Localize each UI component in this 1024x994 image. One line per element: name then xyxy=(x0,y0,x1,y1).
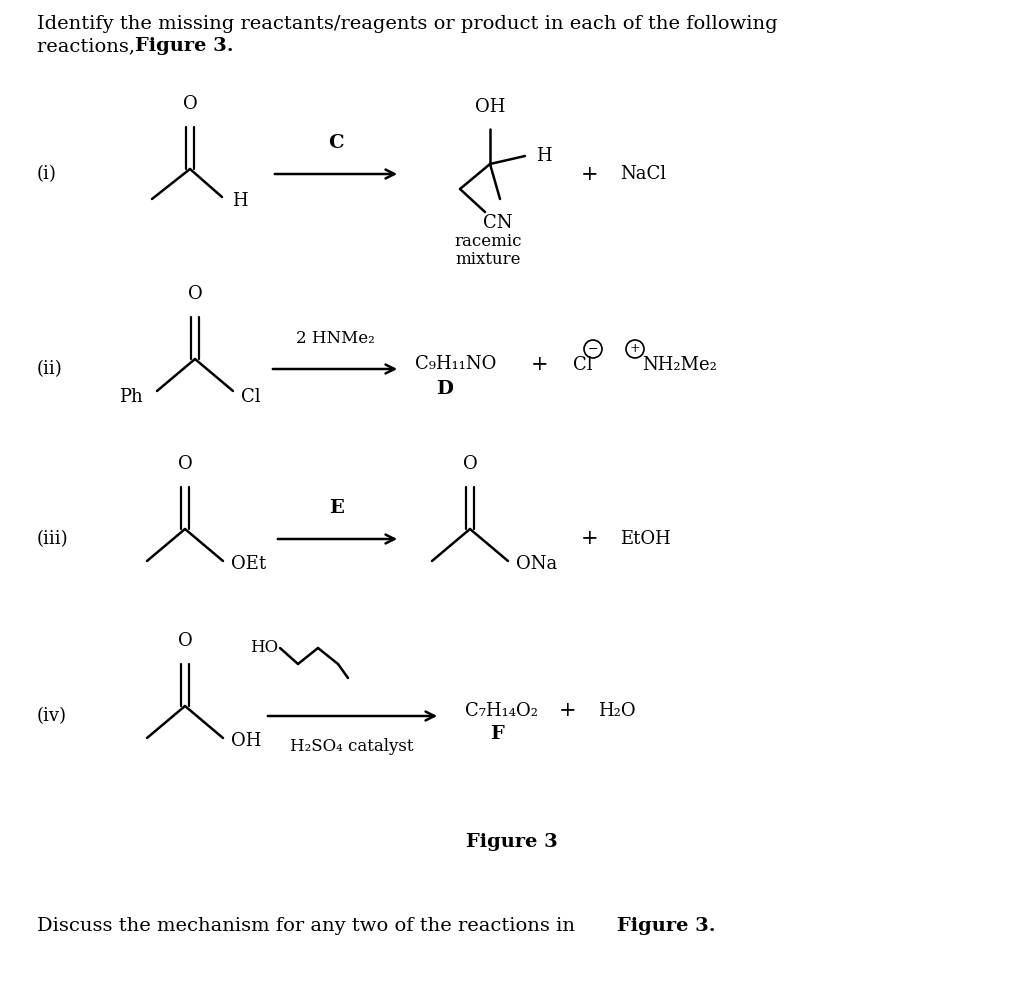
Text: C₇H₁₄O₂: C₇H₁₄O₂ xyxy=(465,702,538,720)
Text: EtOH: EtOH xyxy=(620,530,671,548)
Text: Discuss the mechanism for any two of the reactions in: Discuss the mechanism for any two of the… xyxy=(37,917,582,935)
Text: (iv): (iv) xyxy=(37,707,67,725)
Text: OH: OH xyxy=(475,98,505,116)
Text: O: O xyxy=(177,455,193,473)
Text: O: O xyxy=(187,285,203,303)
Text: O: O xyxy=(177,632,193,650)
Text: HO: HO xyxy=(250,639,278,656)
Text: Cl: Cl xyxy=(241,388,261,406)
Text: CN: CN xyxy=(483,214,513,232)
Text: C₉H₁₁NO: C₉H₁₁NO xyxy=(415,355,497,373)
Text: 2 HNMe₂: 2 HNMe₂ xyxy=(296,330,375,347)
Text: C: C xyxy=(328,134,344,152)
Text: (i): (i) xyxy=(37,165,57,183)
Text: +: + xyxy=(630,343,640,356)
Text: (ii): (ii) xyxy=(37,360,62,378)
Text: mixture: mixture xyxy=(456,251,521,268)
Text: Identify the missing reactants/reagents or product in each of the following: Identify the missing reactants/reagents … xyxy=(37,15,777,33)
Text: Figure 3.: Figure 3. xyxy=(135,37,233,55)
Text: racemic: racemic xyxy=(455,234,522,250)
Text: +: + xyxy=(531,355,549,374)
Text: NH₂Me₂: NH₂Me₂ xyxy=(642,356,717,374)
Text: F: F xyxy=(490,725,504,743)
Text: OH: OH xyxy=(231,732,261,750)
Text: (iii): (iii) xyxy=(37,530,69,548)
Text: NaCl: NaCl xyxy=(620,165,667,183)
Text: Figure 3.: Figure 3. xyxy=(617,917,716,935)
Text: Cl: Cl xyxy=(573,356,593,374)
Text: O: O xyxy=(182,95,198,113)
Text: OEt: OEt xyxy=(231,555,266,573)
Text: ONa: ONa xyxy=(516,555,557,573)
Text: Figure 3: Figure 3 xyxy=(466,833,558,851)
Text: +: + xyxy=(559,702,577,721)
Text: reactions,: reactions, xyxy=(37,37,141,55)
Text: +: + xyxy=(582,164,599,184)
Text: H: H xyxy=(536,147,552,165)
Text: Ph: Ph xyxy=(119,388,143,406)
Text: H₂SO₄ catalyst: H₂SO₄ catalyst xyxy=(290,738,414,755)
Text: H: H xyxy=(232,192,248,210)
Text: H₂O: H₂O xyxy=(598,702,636,720)
Text: E: E xyxy=(330,499,344,517)
Text: O: O xyxy=(463,455,477,473)
Text: −: − xyxy=(588,343,598,356)
Text: D: D xyxy=(436,380,454,398)
Text: +: + xyxy=(582,530,599,549)
